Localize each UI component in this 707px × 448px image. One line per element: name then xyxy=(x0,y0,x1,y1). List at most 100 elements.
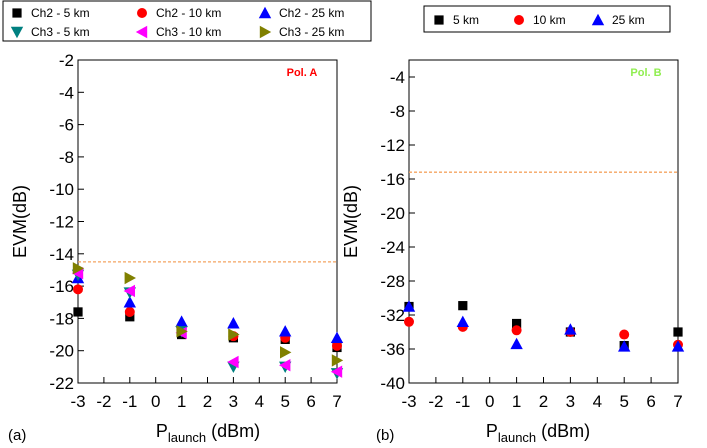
x-axis-title-subscript: launch xyxy=(168,430,206,445)
data-point xyxy=(458,301,468,311)
data-point xyxy=(279,359,291,372)
legend-marker xyxy=(591,13,605,26)
x-tick-label: -1 xyxy=(122,392,137,411)
x-tick-label: -3 xyxy=(401,392,416,411)
data-point xyxy=(330,331,344,343)
plot-frame xyxy=(77,59,338,384)
series-0 xyxy=(73,307,342,353)
x-tick-label: 7 xyxy=(673,392,682,411)
x-tick-label: 5 xyxy=(619,392,628,411)
series-2 xyxy=(71,271,344,343)
data-point xyxy=(512,318,522,329)
series-2 xyxy=(402,300,685,352)
x-axis-title-unit: (dBm) xyxy=(536,421,590,441)
y-tick-label: -8 xyxy=(59,148,74,167)
y-tick-label: -16 xyxy=(49,277,74,296)
y-tick-label: -10 xyxy=(49,180,74,199)
x-axis-title-unit: (dBm) xyxy=(206,421,260,441)
data-point xyxy=(228,328,240,341)
y-tick-label: -12 xyxy=(49,213,74,232)
x-tick-label: 0 xyxy=(151,392,160,411)
series-0 xyxy=(404,301,683,351)
legend-marker xyxy=(10,26,24,39)
y-tick-label: -2 xyxy=(59,51,74,70)
data-point xyxy=(671,340,685,352)
panel-label: (b) xyxy=(376,427,394,444)
y-axis-title: EVM(dB) xyxy=(10,185,30,258)
y-tick-label: -36 xyxy=(380,340,405,359)
x-axis-title: Plaunch (dBm) xyxy=(486,421,590,445)
panel-label: (a) xyxy=(8,427,26,444)
legend-box xyxy=(423,5,671,33)
y-tick-label: -6 xyxy=(59,116,74,135)
data-point xyxy=(123,296,136,308)
y-tick-label: -24 xyxy=(380,238,405,257)
data-point xyxy=(123,284,135,298)
x-tick-label: -2 xyxy=(96,392,111,411)
data-point xyxy=(331,354,344,367)
legend-label: 10 km xyxy=(533,13,566,27)
legend-label: Ch2 - 5 km xyxy=(31,6,90,20)
y-tick-label: -32 xyxy=(380,306,405,325)
legend-label: Ch2 - 10 km xyxy=(156,6,221,20)
x-axis-title-main: P xyxy=(486,421,498,441)
y-tick-label: -28 xyxy=(380,272,405,291)
legend-label: Ch3 - 5 km xyxy=(31,25,90,39)
y-tick-label: -16 xyxy=(380,170,405,189)
data-point xyxy=(124,271,136,285)
x-tick-label: 3 xyxy=(229,392,238,411)
data-point xyxy=(619,329,630,340)
plot-frame xyxy=(408,59,679,384)
series-4 xyxy=(71,266,343,378)
x-axis-title-main: P xyxy=(156,421,168,441)
x-tick-label: 1 xyxy=(512,392,521,411)
data-point xyxy=(227,355,239,369)
x-tick-label: 6 xyxy=(306,392,315,411)
data-point xyxy=(618,340,631,352)
x-axis-title-subscript: launch xyxy=(498,430,536,445)
legend-marker xyxy=(259,25,272,39)
y-tick-label: -12 xyxy=(380,136,405,155)
legend-label: Ch3 - 10 km xyxy=(156,25,221,39)
x-tick-label: 3 xyxy=(566,392,575,411)
polarization-annotation: Pol. A xyxy=(287,67,318,79)
data-point xyxy=(456,315,469,327)
legend-marker xyxy=(137,8,147,18)
y-tick-label: -18 xyxy=(49,309,74,328)
data-point xyxy=(511,325,522,336)
data-point xyxy=(332,340,342,351)
legend-marker xyxy=(258,6,272,19)
legend: Ch2 - 5 km Ch2 - 10 km Ch2 - 25 km Ch3 - 5 … xyxy=(2,0,372,42)
x-tick-label: 6 xyxy=(646,392,655,411)
legend-marker xyxy=(12,8,22,18)
legend-label: 25 km xyxy=(612,13,645,27)
y-tick-label: -40 xyxy=(380,374,405,393)
x-tick-label: -3 xyxy=(70,392,85,411)
legend: 5 km 10 km 25 km xyxy=(423,5,671,33)
x-tick-label: -1 xyxy=(455,392,470,411)
x-axis-title: Plaunch (dBm) xyxy=(156,421,260,445)
y-tick-label: -22 xyxy=(49,374,74,393)
data-point xyxy=(72,262,85,275)
legend-label: 5 km xyxy=(453,13,479,27)
data-point xyxy=(175,315,188,327)
y-tick-label: -20 xyxy=(49,342,74,361)
legend-label: Ch2 - 25 km xyxy=(279,6,344,20)
data-point xyxy=(279,325,292,337)
legend-marker xyxy=(434,15,444,25)
series-1 xyxy=(73,284,342,351)
y-tick-label: -14 xyxy=(49,245,74,264)
x-tick-label: 1 xyxy=(177,392,186,411)
chart-panel-b: -40-36-32-28-24-20-16-12-8-4-3 -2 -1 0 1 2 3 4 5… xyxy=(341,5,685,445)
y-tick-label: -20 xyxy=(380,204,405,223)
data-point xyxy=(564,323,577,335)
x-tick-label: 0 xyxy=(485,392,494,411)
x-tick-label: 2 xyxy=(203,392,212,411)
chart-panel-a: -22-20-18-16-14-12-10-8-6-4-2-3 -2 -1 0 1 2 3 4… xyxy=(2,0,372,445)
legend-box xyxy=(2,0,372,42)
data-point xyxy=(176,325,188,338)
data-point xyxy=(73,307,83,317)
data-point xyxy=(330,365,343,378)
data-point xyxy=(510,337,523,350)
